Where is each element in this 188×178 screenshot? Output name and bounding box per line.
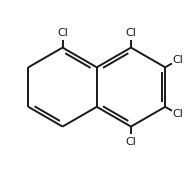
Text: Cl: Cl bbox=[57, 28, 68, 38]
Text: Cl: Cl bbox=[173, 55, 184, 65]
Text: Cl: Cl bbox=[173, 109, 184, 119]
Text: Cl: Cl bbox=[126, 137, 136, 147]
Text: Cl: Cl bbox=[126, 28, 136, 38]
